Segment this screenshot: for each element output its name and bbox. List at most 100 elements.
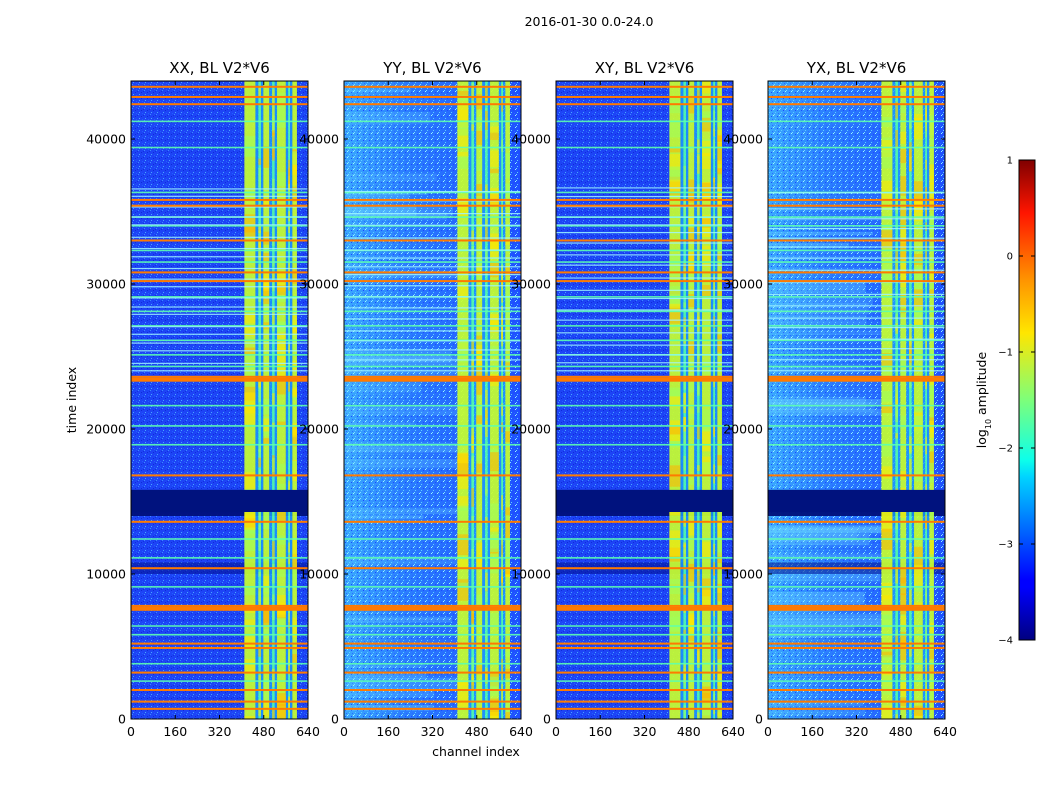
band-gap xyxy=(274,81,278,719)
rfi-line xyxy=(344,296,521,298)
rfi-line xyxy=(768,359,945,361)
rfi-band-texture xyxy=(900,242,907,263)
rfi-line xyxy=(131,286,308,288)
band-gap xyxy=(260,81,264,719)
rfi-band-texture xyxy=(505,153,510,173)
rfi-band-texture xyxy=(929,349,934,359)
rfi-band-texture xyxy=(713,215,716,226)
rfi-band-texture xyxy=(505,570,510,575)
rfi-band-texture xyxy=(501,403,504,416)
weak-rfi-line xyxy=(131,310,308,313)
rfi-band-texture xyxy=(688,356,695,365)
rfi-band-texture xyxy=(688,540,695,551)
rfi-band-texture xyxy=(272,563,275,584)
rfi-band-texture xyxy=(669,166,681,182)
rfi-band-texture xyxy=(277,617,286,627)
colorbar-gradient xyxy=(1018,159,1036,641)
rfi-band-texture xyxy=(490,711,499,719)
rfi-band-texture xyxy=(277,704,286,719)
strong-rfi-line xyxy=(556,707,733,710)
rfi-band-texture xyxy=(900,615,907,625)
noise-streak xyxy=(344,508,470,514)
rfi-band-texture xyxy=(457,129,469,150)
strong-rfi-line xyxy=(768,606,945,611)
rfi-band-texture xyxy=(505,284,510,302)
weak-rfi-line xyxy=(344,680,521,682)
weak-rfi-line xyxy=(556,261,733,263)
rfi-band-texture xyxy=(717,160,722,173)
rfi-band-texture xyxy=(669,610,681,632)
rfi-band-texture xyxy=(476,414,483,434)
weak-rfi-line xyxy=(768,365,945,368)
strong-rfi-line xyxy=(556,377,733,382)
colorbar-tick-label: −2 xyxy=(998,444,1013,455)
rfi-band-texture xyxy=(288,706,291,719)
rfi-band-texture xyxy=(702,245,711,267)
rfi-band-texture xyxy=(683,425,686,446)
y-tick-label: 0 xyxy=(331,712,339,727)
weak-rfi-line xyxy=(556,325,733,327)
band-gap xyxy=(710,81,714,719)
noise-streak xyxy=(344,351,452,363)
rfi-band-texture xyxy=(717,536,722,557)
masked-time-range xyxy=(131,489,308,512)
strong-rfi-line xyxy=(344,375,521,378)
rfi-channel-band xyxy=(277,81,286,719)
rfi-line xyxy=(556,264,733,266)
rfi-band-texture xyxy=(925,117,928,138)
rfi-band-texture xyxy=(697,406,700,413)
rfi-band-texture xyxy=(476,184,483,204)
rfi-band-texture xyxy=(263,284,270,291)
rfi-band-texture xyxy=(244,402,256,425)
strong-rfi-line xyxy=(768,474,945,477)
rfi-band-texture xyxy=(501,554,504,570)
strong-rfi-line xyxy=(344,95,521,98)
rfi-band-texture xyxy=(292,649,297,654)
rfi-band-texture xyxy=(697,475,700,487)
rfi-line xyxy=(131,313,308,315)
noise-streak xyxy=(768,409,901,416)
rfi-band-texture xyxy=(697,139,700,154)
rfi-band-texture xyxy=(895,509,898,521)
rfi-line xyxy=(131,350,308,352)
rfi-band-texture xyxy=(471,359,474,366)
rfi-band-texture xyxy=(914,564,923,586)
rfi-band-texture xyxy=(914,267,923,276)
noise-streak xyxy=(344,173,437,182)
rfi-band-texture xyxy=(476,117,483,123)
x-tick-label: 160 xyxy=(588,724,612,739)
rfi-band-texture xyxy=(717,135,722,142)
rfi-band-texture xyxy=(258,457,261,468)
rfi-band-texture xyxy=(713,177,716,183)
rfi-band-texture xyxy=(713,139,716,160)
weak-rfi-line xyxy=(344,538,521,540)
weak-rfi-line xyxy=(344,310,521,313)
rfi-band-texture xyxy=(457,679,469,686)
rfi-band-texture xyxy=(457,202,469,219)
rfi-band-texture xyxy=(702,462,711,478)
rfi-band-texture xyxy=(501,305,504,322)
rfi-band-texture xyxy=(925,658,928,672)
weak-rfi-line xyxy=(344,586,521,588)
rfi-band-texture xyxy=(476,542,483,563)
rfi-band-texture xyxy=(476,686,483,705)
rfi-band-texture xyxy=(688,587,695,600)
strong-rfi-line xyxy=(344,689,521,691)
noise-streak xyxy=(344,673,427,680)
strong-rfi-line xyxy=(556,198,733,201)
rfi-band-texture xyxy=(881,705,893,719)
weak-rfi-line xyxy=(131,586,308,588)
strong-rfi-line xyxy=(768,689,945,691)
rfi-band-texture xyxy=(490,132,499,140)
strong-rfi-line xyxy=(131,520,308,523)
weak-rfi-line xyxy=(556,404,733,407)
rfi-band-texture xyxy=(505,559,510,572)
rfi-band-texture xyxy=(476,415,483,424)
rfi-channel-band xyxy=(900,81,907,719)
rfi-band-texture xyxy=(490,556,499,574)
rfi-band-texture xyxy=(900,131,907,144)
rfi-band-texture xyxy=(292,388,297,398)
rfi-line xyxy=(556,344,733,346)
rfi-band-texture xyxy=(925,685,928,705)
rfi-band-texture xyxy=(925,107,928,117)
